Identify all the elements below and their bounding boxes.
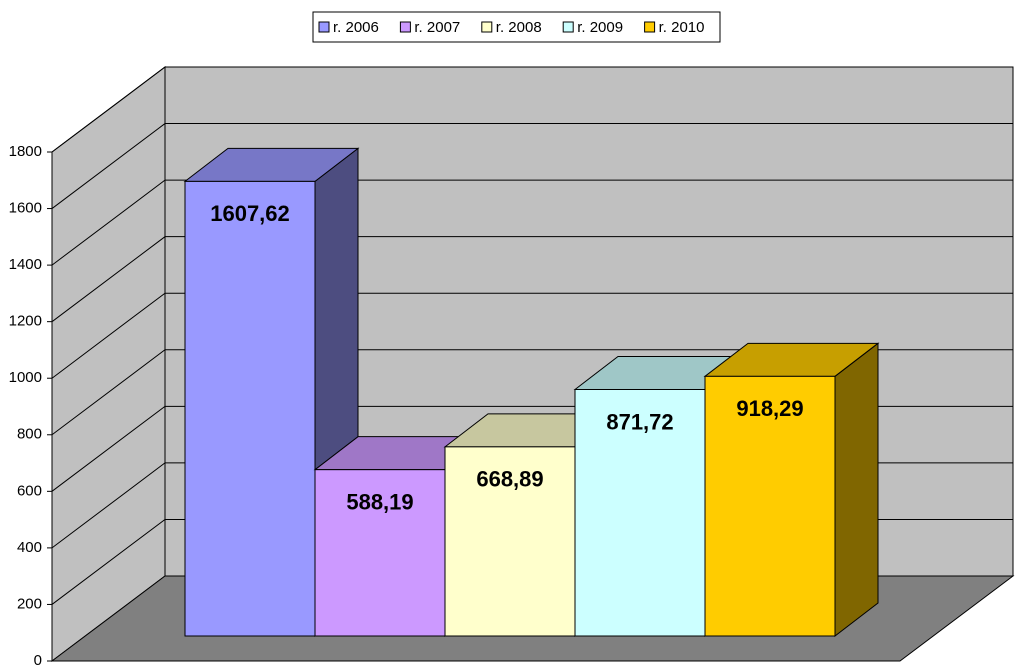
bar bbox=[574, 388, 706, 637]
grid-line bbox=[51, 66, 1013, 153]
y-tick-label: 600 bbox=[17, 482, 42, 499]
grid-line bbox=[51, 179, 1013, 266]
legend-swatch bbox=[562, 21, 574, 33]
legend-label: r. 2007 bbox=[414, 19, 460, 36]
y-tick-label: 1800 bbox=[9, 143, 42, 160]
left-wall bbox=[51, 65, 166, 663]
grid-line bbox=[51, 123, 1013, 209]
data-label: 918,29 bbox=[736, 396, 803, 421]
data-label: 668,89 bbox=[476, 467, 543, 492]
legend-swatch bbox=[644, 21, 656, 33]
y-tick-label: 1200 bbox=[9, 313, 42, 330]
legend-label: r. 2008 bbox=[496, 19, 542, 36]
grid-line bbox=[51, 349, 1013, 436]
grid-line bbox=[51, 292, 1013, 379]
legend-label: r. 2009 bbox=[577, 19, 623, 36]
bar bbox=[704, 375, 836, 637]
bar bbox=[314, 469, 446, 637]
bar bbox=[444, 446, 576, 637]
y-tick-label: 400 bbox=[17, 539, 42, 556]
data-label: 588,19 bbox=[346, 489, 413, 514]
y-tick-label: 200 bbox=[17, 595, 42, 612]
data-label: 1607,62 bbox=[210, 201, 290, 226]
y-tick-label: 800 bbox=[17, 426, 42, 443]
data-label: 871,72 bbox=[606, 409, 673, 434]
legend-swatch bbox=[318, 21, 330, 33]
legend-label: r. 2006 bbox=[333, 19, 379, 36]
bar-side bbox=[834, 342, 879, 638]
y-tick-label: 1000 bbox=[9, 369, 42, 386]
y-tick-label: 0 bbox=[34, 652, 42, 669]
legend-swatch bbox=[481, 21, 493, 33]
legend-swatch bbox=[399, 21, 411, 33]
y-tick-label: 1600 bbox=[9, 200, 42, 217]
bar bbox=[184, 180, 316, 637]
grid-line bbox=[51, 236, 1013, 323]
y-tick-label: 1400 bbox=[9, 256, 42, 273]
legend-label: r. 2010 bbox=[659, 19, 705, 36]
